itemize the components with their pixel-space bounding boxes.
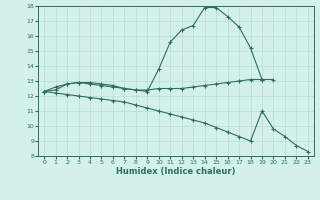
X-axis label: Humidex (Indice chaleur): Humidex (Indice chaleur) bbox=[116, 167, 236, 176]
